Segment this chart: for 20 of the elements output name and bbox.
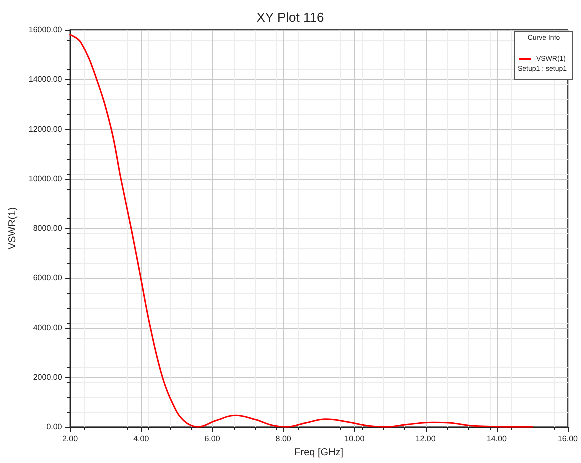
x-tick-label: 12.00 [416, 434, 436, 444]
x-axis-title: Freq [GHz] [294, 448, 344, 458]
y-tick-label: 6000.00 [33, 274, 63, 283]
chart-title: XY Plot 116 [256, 10, 324, 25]
y-tick-label: 4000.00 [33, 323, 63, 332]
y-tick-label: 14000.00 [28, 75, 63, 84]
x-tick-label: 10.00 [344, 434, 366, 444]
x-tick-label: 8.00 [276, 434, 292, 444]
y-tick-label: 0.00 [46, 422, 63, 432]
y-axis-title: VSWR(1) [8, 207, 18, 250]
y-tick-label: 8000.00 [33, 224, 63, 234]
x-tick-label: 4.00 [134, 434, 150, 444]
x-tick-label: 2.00 [62, 434, 79, 444]
y-tick-label: 12000.00 [28, 124, 63, 134]
x-tick-label: 6.00 [204, 434, 221, 444]
x-tick-label: 14.00 [486, 434, 508, 444]
y-tick-label: 2000.00 [33, 372, 63, 382]
y-tick-label: 16000.00 [28, 26, 63, 34]
x-tick-label: 16.00 [558, 434, 579, 444]
y-tick-label: 10000.00 [28, 174, 63, 184]
